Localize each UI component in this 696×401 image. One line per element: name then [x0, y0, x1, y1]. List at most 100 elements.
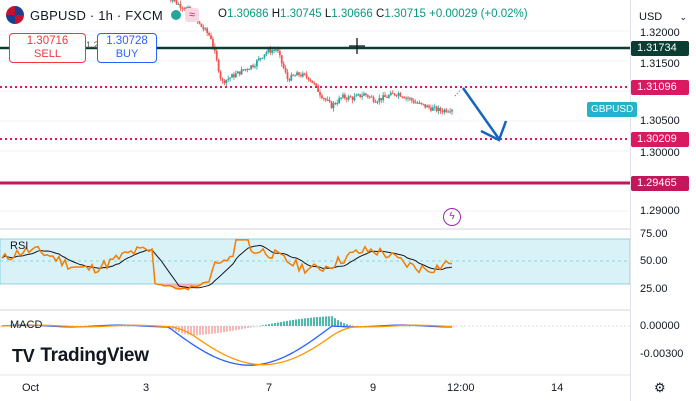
candle-body: [386, 96, 388, 98]
sell-button[interactable]: 1.30716 SELL: [9, 33, 86, 63]
macd-hist-bar: [412, 326, 414, 327]
candle-body: [248, 68, 251, 70]
level-label-3[interactable]: 1.30209: [631, 132, 689, 147]
candle-body: [433, 106, 436, 108]
time-tick: Oct: [22, 382, 40, 394]
rsi-band: [0, 238, 631, 285]
candle-body: [315, 83, 318, 86]
level-label-1[interactable]: 1.31734: [631, 41, 689, 56]
projection-arrow[interactable]: [454, 87, 508, 142]
candle-body: [234, 73, 237, 78]
candle-body: [177, 3, 180, 5]
level-label-2[interactable]: 1.31096: [631, 80, 689, 95]
macd-hist-bar: [232, 326, 234, 331]
candle-body: [342, 94, 344, 98]
candle-body: [340, 97, 342, 99]
series-tag: GBPUSD: [587, 102, 638, 117]
currency-selector[interactable]: USD ⌄: [635, 6, 691, 28]
candle-body: [326, 99, 329, 101]
macd-hist-bar: [244, 326, 246, 329]
low-label: L: [324, 8, 332, 20]
macd-hist-bar: [316, 317, 318, 326]
change-value: +0.00029 (+0.02%): [429, 8, 528, 20]
macd-hist-bar: [325, 316, 327, 326]
macd-hist-bar: [262, 325, 264, 326]
candle-body: [336, 103, 339, 105]
candle-body: [420, 102, 423, 104]
macd-hist-bar: [37, 326, 39, 327]
macd-hist-bar: [226, 326, 228, 332]
candle-body: [322, 98, 325, 100]
macd-hist-bar: [217, 326, 219, 334]
macd-hist-bar: [211, 326, 213, 334]
wave-badge-icon[interactable]: ≈: [184, 8, 199, 22]
macd-hist-bar: [319, 316, 321, 326]
candle-body: [208, 32, 210, 36]
spread-value: 1.2: [86, 40, 99, 50]
candle-body: [309, 79, 312, 81]
candle-body: [299, 74, 302, 77]
chevron-down-icon: ⌄: [679, 11, 687, 22]
macd-hist-bar: [124, 325, 126, 327]
rsi-tick: 50.00: [640, 255, 668, 267]
candle-body: [437, 107, 440, 112]
crosshair-cursor: [349, 38, 365, 54]
price-tick: 1.32000: [640, 27, 680, 39]
candle-body: [391, 92, 394, 94]
chart-header: GBPUSD · 1h · FXCM ≈: [0, 0, 630, 30]
candle-body: [288, 79, 291, 81]
candle-body: [173, 0, 176, 2]
candle-body: [225, 79, 228, 84]
candle-body: [200, 23, 203, 27]
level-label-4[interactable]: 1.29465: [631, 176, 689, 191]
macd-hist-bar: [301, 318, 303, 326]
candle-body: [449, 111, 451, 113]
candle-body: [345, 98, 348, 100]
macd-hist-bar: [223, 326, 225, 333]
candle-body: [257, 58, 260, 61]
candle-body: [282, 63, 285, 69]
macd-hist-bar: [322, 316, 324, 326]
macd-hist-bar: [259, 325, 261, 327]
lightning-icon[interactable]: ϟ: [443, 208, 461, 226]
macd-hist-bar: [40, 326, 42, 327]
price-tick: 1.31500: [640, 58, 680, 70]
buy-button[interactable]: 1.30728 BUY: [97, 33, 157, 63]
candle-body: [246, 69, 249, 71]
candle-body: [296, 72, 298, 76]
macd-signal-line: [1, 324, 453, 366]
candle-body: [343, 94, 346, 99]
settings-gear-icon[interactable]: ⚙: [654, 380, 666, 395]
candle-body: [221, 78, 224, 81]
tradingview-logo[interactable]: TV TradingView: [12, 345, 149, 367]
candle-body: [347, 96, 350, 100]
candle-body: [324, 98, 327, 100]
candle-body: [321, 95, 323, 99]
macd-hist-bar: [310, 317, 312, 326]
candle-body: [410, 98, 413, 101]
macd-hist-bar: [238, 326, 240, 330]
price-tick: 1.30500: [640, 115, 680, 127]
candle-body: [366, 95, 369, 97]
macd-hist-bar: [208, 326, 210, 335]
price-tick: 1.30000: [640, 147, 680, 159]
candle-body: [441, 111, 444, 113]
candle-body: [233, 74, 235, 78]
symbol-title[interactable]: GBPUSD · 1h · FXCM: [30, 7, 163, 23]
macd-hist-bar: [235, 326, 237, 331]
macd-panel-label[interactable]: MACD: [10, 319, 43, 331]
sell-label: SELL: [34, 48, 61, 60]
candle-body: [426, 105, 429, 108]
candle-body: [330, 101, 333, 109]
gbp-usd-flag-icon: [6, 6, 24, 24]
candle-body: [215, 50, 218, 60]
macd-hist-bar: [409, 325, 411, 327]
macd-hist-bar: [190, 326, 192, 336]
macd-hist-bar: [196, 326, 198, 336]
time-tick: 9: [370, 382, 377, 394]
candle-body: [334, 103, 337, 105]
price-axis[interactable]: [630, 0, 696, 401]
rsi-panel-label[interactable]: RSI: [10, 240, 29, 252]
candle-body: [328, 99, 331, 102]
